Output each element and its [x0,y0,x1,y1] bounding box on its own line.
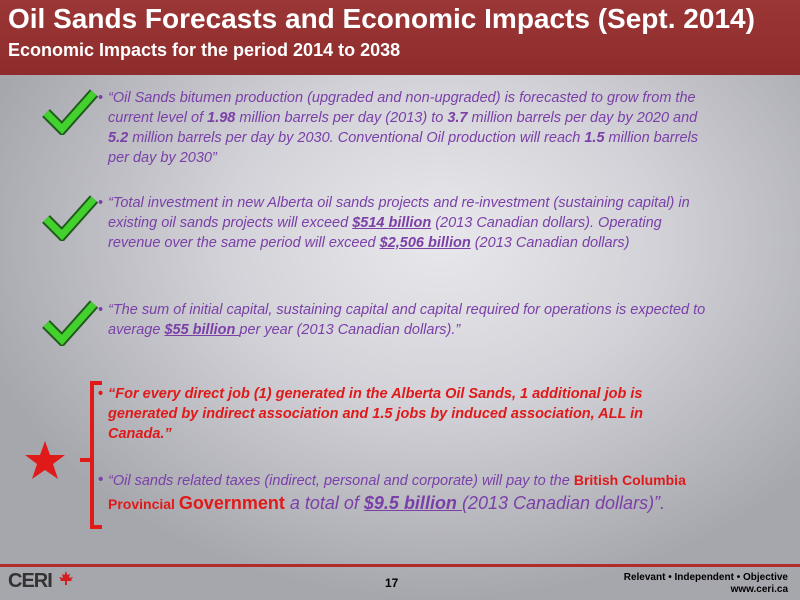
website-url: www.ceri.ca [730,584,788,595]
footer-tagline-block: Relevant • Independent • Objective www.c… [624,572,788,596]
government-label: Government [178,493,285,513]
checkmark-icon [42,300,99,346]
bc-government-label: British Columbia Provincial [108,472,686,512]
bullet-text: (2013 Canadian dollars) [470,235,630,251]
bracket-icon [80,381,102,529]
bullet-jobs: • “For every direct job (1) generated in… [98,384,708,444]
slide-title: Oil Sands Forecasts and Economic Impacts… [8,3,755,34]
bullet-text: “Oil sands related taxes (indirect, pers… [108,473,574,489]
logo-text: CERI [8,570,53,592]
footer-divider [0,564,800,567]
bullet-marker: • [98,386,104,402]
ceri-logo: CERI [8,570,74,593]
value-3-7: 3.7 [447,110,468,126]
value-1-5: 1.5 [584,130,605,146]
bullet-text: million barrels per day by 2030” [108,130,699,166]
value-55-billion: $55 billion [164,322,240,338]
checkmark-icon [42,195,99,241]
tagline: Relevant • Independent • Objective [623,572,788,583]
bullet-marker: • [98,302,104,318]
bullet-capital: • “The sum of initial capital, sustainin… [98,300,708,340]
slide-subtitle: Economic Impacts for the period 2014 to … [8,40,401,60]
maple-leaf-icon [59,571,74,585]
bullet-investment: • “Total investment in new Alberta oil s… [98,193,708,253]
value-1-98: 1.98 [207,110,236,126]
bullet-text: million barrels per day by 2030. Convent… [128,130,585,146]
value-514-billion: $514 billion [352,215,432,231]
bullet-text: per year (2013 Canadian dollars).” [239,322,461,338]
value-2506-billion: $2,506 billion [379,235,471,251]
bullet-marker: • [98,471,104,488]
page-number: 17 [385,576,399,590]
bullet-text: “For every direct job (1) generated in t… [108,386,644,442]
checkmark-icon [42,89,99,135]
bullet-taxes: • “Oil sands related taxes (indirect, pe… [98,469,708,516]
bullet-marker: • [98,195,104,211]
value-5-2: 5.2 [108,130,129,146]
value-9-5-billion: $9.5 billion [363,493,462,513]
star-icon [25,441,65,479]
bullet-text: million barrels per day by 2020 and [467,110,698,126]
bullet-text: (2013 Canadian dollars)”. [461,493,666,513]
slide-header: Oil Sands Forecasts and Economic Impacts… [0,0,800,75]
bullet-text: a total of [284,493,364,513]
bullet-text: “Total investment in new Alberta oil san… [108,195,690,231]
bullet-text: “Oil Sands bitumen production (upgraded … [108,90,696,126]
bullet-text: “The sum of initial capital, sustaining … [108,302,706,338]
bullet-text: million barrels per day (2013) to [235,110,448,126]
bullet-production-forecast: • “Oil Sands bitumen production (upgrade… [98,88,708,168]
bullet-marker: • [98,90,104,106]
bullet-text: (2013 Canadian dollars). Operating reven… [108,215,662,251]
